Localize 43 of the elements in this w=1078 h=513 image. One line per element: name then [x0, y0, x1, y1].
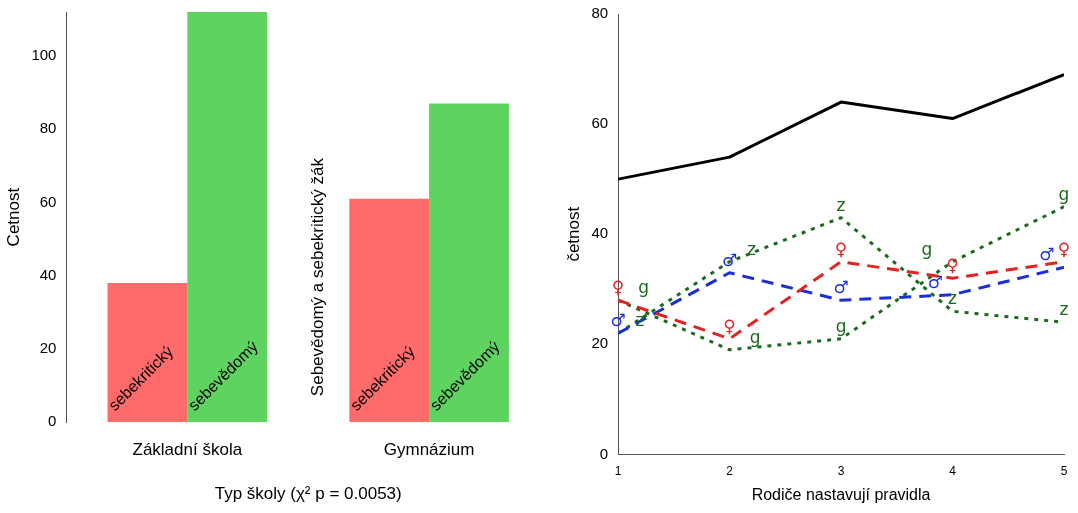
- bar: [349, 198, 430, 423]
- y-axis-title: Cetnost: [3, 187, 23, 247]
- y-tick-label: 100: [31, 46, 57, 64]
- y-tick-label: 60: [39, 192, 57, 210]
- x-tick-label: 1: [614, 463, 622, 478]
- x-tick-label: 2: [726, 463, 734, 478]
- text: ♂: [721, 249, 738, 270]
- text: z: [1059, 299, 1069, 320]
- y-axis-title: četnost: [563, 206, 583, 262]
- x-tick-label: 3: [837, 463, 845, 478]
- series-label: z: [948, 288, 958, 309]
- y-tick-label: 40: [39, 265, 57, 283]
- x-tick-label: Základní škola: [132, 440, 243, 460]
- text: ♂: [1039, 244, 1055, 265]
- text: ♂: [927, 271, 943, 292]
- text: g: [835, 315, 847, 336]
- x-axis-title: Rodiče nastavují pravidla: [751, 485, 931, 503]
- y-tick-label: 0: [48, 412, 57, 430]
- text: ♀: [946, 255, 959, 276]
- text: z: [836, 194, 846, 215]
- text: ♀: [834, 238, 848, 259]
- y-tick-label: 20: [591, 334, 609, 352]
- x-axis-title: Typ školy (χ² p = 0.0053): [214, 484, 402, 504]
- y-tick-label: 80: [39, 119, 57, 137]
- y-tick-label: 40: [591, 224, 609, 242]
- text: ♂: [833, 277, 849, 298]
- annotation: Sebevědomý a sebekritický žák: [307, 157, 327, 397]
- x-tick-label: 5: [1060, 463, 1068, 478]
- series-label: g: [749, 326, 761, 347]
- text: ♀: [1057, 238, 1071, 259]
- y-tick-label: 60: [591, 114, 609, 132]
- bar: [187, 12, 268, 423]
- y-tick-label: 20: [39, 339, 57, 357]
- y-tick-label: 0: [599, 444, 609, 462]
- text: g: [921, 238, 933, 259]
- x-tick-label: 4: [949, 463, 957, 478]
- x-tick-label: Gymnázium: [383, 440, 475, 460]
- text: g: [638, 277, 650, 298]
- bar: [107, 283, 188, 423]
- series-label: ♀: [723, 315, 736, 336]
- text: g: [1058, 183, 1070, 204]
- y-tick-label: 80: [591, 4, 609, 22]
- bar: [429, 103, 509, 423]
